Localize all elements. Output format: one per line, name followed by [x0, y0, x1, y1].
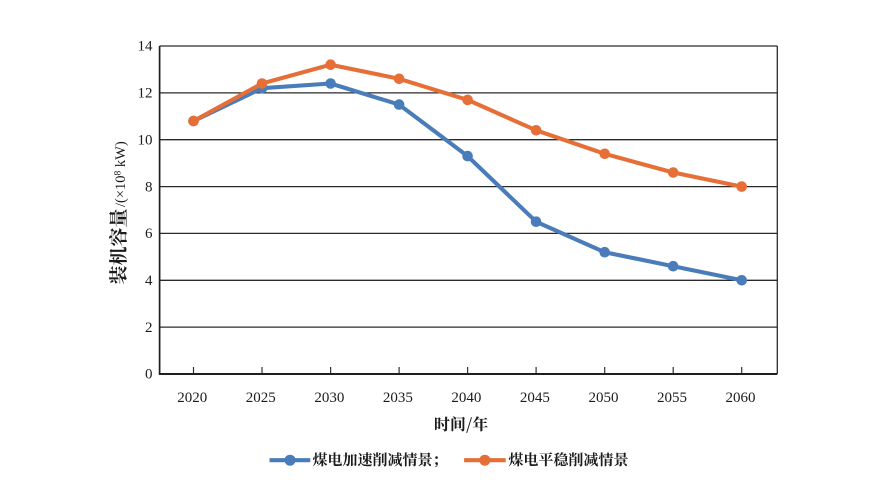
svg-text:2020: 2020: [177, 390, 207, 406]
svg-text:8: 8: [145, 179, 153, 195]
svg-text:/(×108 kW): /(×108 kW): [113, 141, 129, 207]
svg-text:14: 14: [138, 39, 154, 55]
svg-text:2030: 2030: [314, 390, 344, 406]
svg-text:2035: 2035: [383, 390, 413, 406]
svg-text:2060: 2060: [726, 390, 756, 406]
svg-text:2045: 2045: [520, 390, 550, 406]
svg-text:0: 0: [145, 367, 153, 383]
svg-text:4: 4: [145, 273, 153, 289]
svg-text:2055: 2055: [657, 390, 687, 406]
svg-text:2: 2: [145, 320, 153, 336]
svg-text:2025: 2025: [246, 390, 276, 406]
svg-text:2040: 2040: [451, 390, 481, 406]
svg-text:10: 10: [138, 132, 153, 148]
svg-text:12: 12: [138, 86, 153, 102]
svg-text:6: 6: [145, 226, 153, 242]
svg-text:2050: 2050: [589, 390, 619, 406]
